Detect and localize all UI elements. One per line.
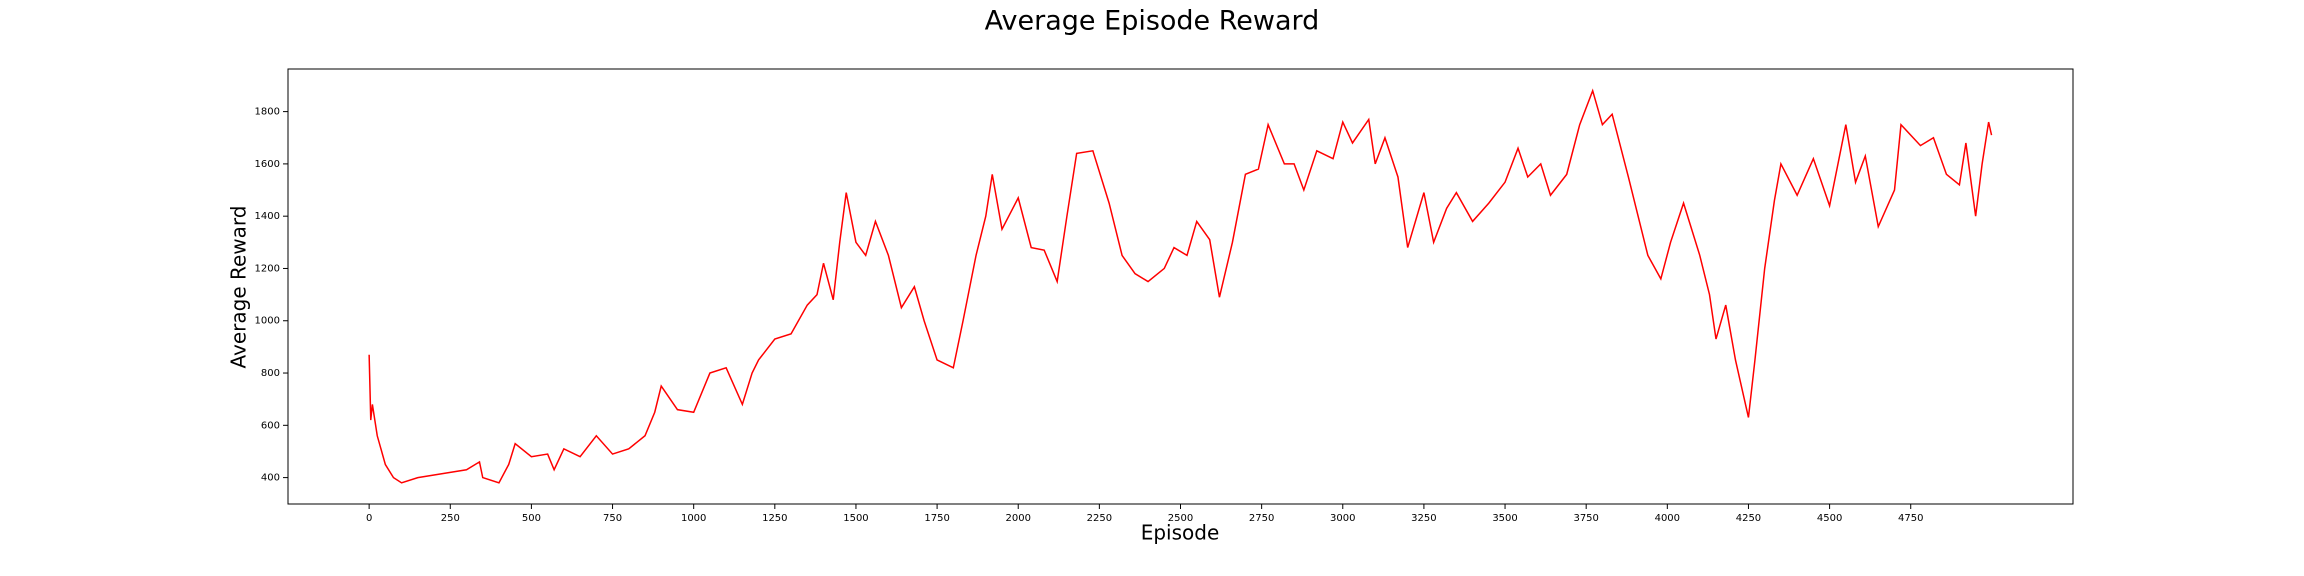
x-tick-label: 3250 [1411,513,1436,524]
x-tick-label: 1250 [762,513,787,524]
y-tick-label: 1400 [255,211,280,222]
y-axis-label: Average Reward [227,206,251,369]
data-line [368,88,1993,484]
x-tick-label: 3750 [1573,513,1598,524]
x-axis-label: Episode [1141,521,1220,545]
x-tick-label: 1750 [924,513,949,524]
x-tick-label: 0 [366,513,372,524]
x-tick-label: 4000 [1655,513,1680,524]
x-tick-label: 2250 [1087,513,1112,524]
y-tick-label: 1800 [255,107,280,118]
y-tick-label: 1200 [255,263,280,274]
x-tick-label: 4750 [1898,513,1923,524]
chart-title: Average Episode Reward [985,6,1320,37]
x-tick-label: 750 [603,513,622,524]
y-tick-label: 800 [261,368,280,379]
x-tick-label: 250 [441,513,460,524]
x-tick-label: 3500 [1492,513,1517,524]
x-tick-label: 1000 [681,513,706,524]
x-tick-label: 4500 [1817,513,1842,524]
x-tick-label: 2750 [1249,513,1274,524]
x-tick-label: 3000 [1330,513,1355,524]
plot-frame [287,68,2074,505]
x-tick-label: 1500 [843,513,868,524]
y-tick-label: 1000 [255,316,280,327]
x-tick-label: 4250 [1736,513,1761,524]
x-tick-label: 2000 [1006,513,1031,524]
x-tick-label: 500 [522,513,541,524]
y-tick-label: 600 [261,420,280,431]
y-tick-label: 1600 [255,159,280,170]
x-tick-label: 2500 [1168,513,1193,524]
y-tick-label: 400 [261,473,280,484]
